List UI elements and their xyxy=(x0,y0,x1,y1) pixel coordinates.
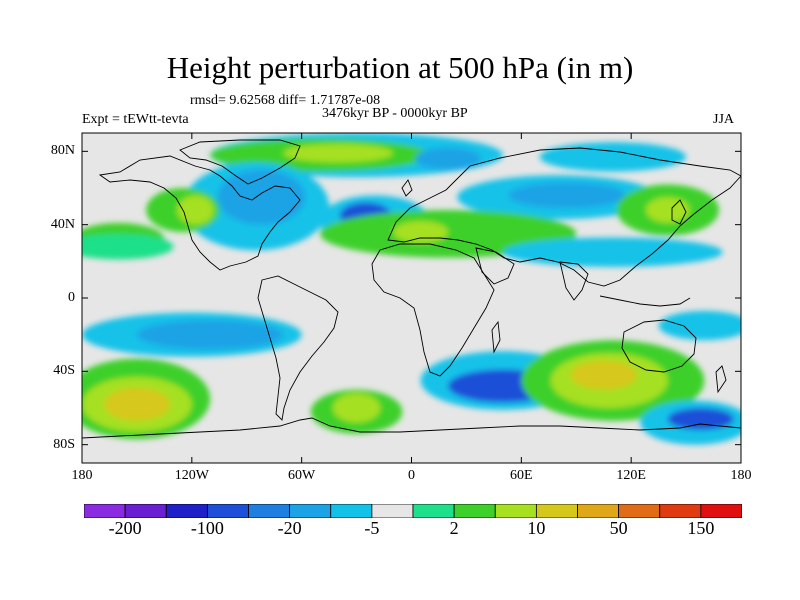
colorbar-swatch xyxy=(659,504,702,518)
madagascar-coast xyxy=(491,320,501,354)
colorbar-swatch xyxy=(535,504,578,518)
lat-tick-label: 40S xyxy=(53,363,75,379)
new-zealand-coast xyxy=(715,365,727,394)
field-region xyxy=(503,237,723,267)
eurasia-coast xyxy=(387,147,741,287)
field-region xyxy=(645,197,690,223)
map-ticks xyxy=(81,133,742,463)
colorbar-label: 10 xyxy=(527,518,546,538)
lat-tick-label: 80N xyxy=(50,143,75,159)
colorbar-label: -20 xyxy=(277,518,302,538)
lon-tick-label: 120E xyxy=(616,468,646,483)
colorbar-swatch xyxy=(289,504,332,518)
colorbar-label: -200 xyxy=(108,518,142,538)
greenland-coast xyxy=(179,139,301,185)
colorbar-swatch xyxy=(618,504,661,518)
lon-tick-label: 120W xyxy=(174,468,209,483)
colorbar-label: -5 xyxy=(364,518,380,538)
lat-tick-label: 40N xyxy=(50,216,75,232)
colorbar-swatch xyxy=(165,504,208,518)
experiment-label: Expt = tEWtt-tevta xyxy=(82,112,189,127)
colorbar-swatch xyxy=(494,504,537,518)
colorbar-label: -100 xyxy=(190,518,224,538)
colorbar-swatch xyxy=(412,504,455,518)
season-label: JJA xyxy=(713,112,735,127)
figure-title: Height perturbation at 500 hPa (in m) xyxy=(166,50,634,85)
stats-label: rmsd= 9.62568 diff= 1.71787e-08 xyxy=(190,93,381,108)
colorbar-swatch xyxy=(206,504,249,518)
colorbar-swatch xyxy=(453,504,496,518)
colorbar-swatch xyxy=(577,504,620,518)
coastlines xyxy=(82,139,741,439)
colorbar-swatch xyxy=(330,504,373,518)
colorbar-swatch xyxy=(84,504,126,518)
indonesia-coast xyxy=(599,295,691,307)
field-region xyxy=(332,393,381,423)
field-region xyxy=(570,360,637,390)
colorbar-swatch xyxy=(371,504,414,518)
lon-tick-label: 180 xyxy=(730,468,752,483)
colorbar-swatch xyxy=(124,504,167,518)
period-label: 3476kyr BP - 0000kyr BP xyxy=(322,106,468,121)
lon-tick-label: 0 xyxy=(408,468,415,483)
lon-tick-label: 60W xyxy=(288,468,316,483)
field-region xyxy=(539,142,687,172)
arabia-coast xyxy=(475,247,515,285)
field-region xyxy=(136,320,284,350)
india-coast xyxy=(559,261,589,301)
colorbar-label: 50 xyxy=(609,518,628,538)
field-region xyxy=(103,387,170,421)
africa-coast xyxy=(371,243,495,377)
colorbar-swatch xyxy=(248,504,291,518)
colorbar xyxy=(84,504,742,518)
field-region xyxy=(667,408,734,430)
field-region xyxy=(82,233,174,260)
field-region xyxy=(508,182,626,209)
lat-tick-label: 80S xyxy=(53,436,75,452)
field-region xyxy=(415,147,482,170)
south-america-coast xyxy=(257,275,339,421)
uk-coast xyxy=(401,179,413,197)
australia-coast xyxy=(621,319,697,373)
lon-tick-label: 60E xyxy=(510,468,533,483)
colorbar-label: 150 xyxy=(687,518,715,538)
lon-tick-label: 180 xyxy=(71,468,93,483)
lat-tick-label: 0 xyxy=(68,290,75,305)
field-region xyxy=(319,210,577,258)
field-region xyxy=(658,310,741,341)
field-region xyxy=(177,195,214,225)
japan-coast xyxy=(671,199,687,225)
antarctica-coast xyxy=(82,417,741,439)
north-america-coast xyxy=(98,155,301,271)
colorbar-swatch xyxy=(700,504,742,518)
field-region xyxy=(283,144,394,163)
field-region xyxy=(217,169,306,225)
field-region xyxy=(393,221,449,243)
colorbar-label: 2 xyxy=(449,518,459,538)
